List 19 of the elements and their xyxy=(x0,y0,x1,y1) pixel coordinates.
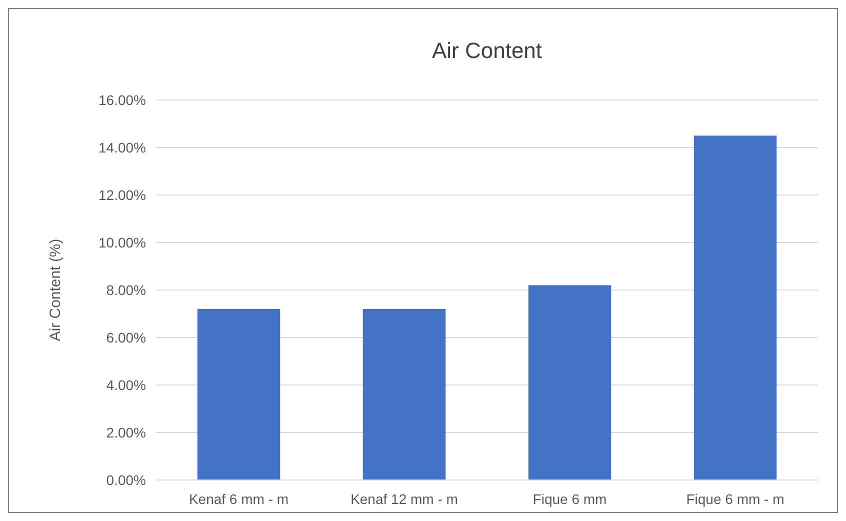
y-tick-label: 0.00% xyxy=(106,472,146,488)
y-tick-label: 4.00% xyxy=(106,376,146,393)
y-tick-label: 8.00% xyxy=(106,282,146,298)
y-tick-label: 14.00% xyxy=(98,139,146,156)
chart-title: Air Content xyxy=(432,38,542,63)
x-tick-label: Kenaf 6 mm - m xyxy=(188,491,289,507)
bar xyxy=(694,136,777,480)
y-tick-label: 16.00% xyxy=(98,92,146,108)
y-tick-label: 6.00% xyxy=(106,329,146,346)
y-tick-label: 12.00% xyxy=(98,186,146,203)
bar xyxy=(197,309,280,480)
y-tick-label: 10.00% xyxy=(98,234,146,250)
bar xyxy=(362,309,446,480)
y-axis-title: Air Content (%) xyxy=(47,238,64,342)
y-tick-label: 2.00% xyxy=(106,424,146,440)
x-tick-label: Kenaf 12 mm - m xyxy=(350,491,458,507)
x-tick-label: Fique 6 mm - m xyxy=(686,491,784,507)
x-tick-label: Fique 6 mm xyxy=(532,491,607,507)
bar xyxy=(528,285,612,480)
